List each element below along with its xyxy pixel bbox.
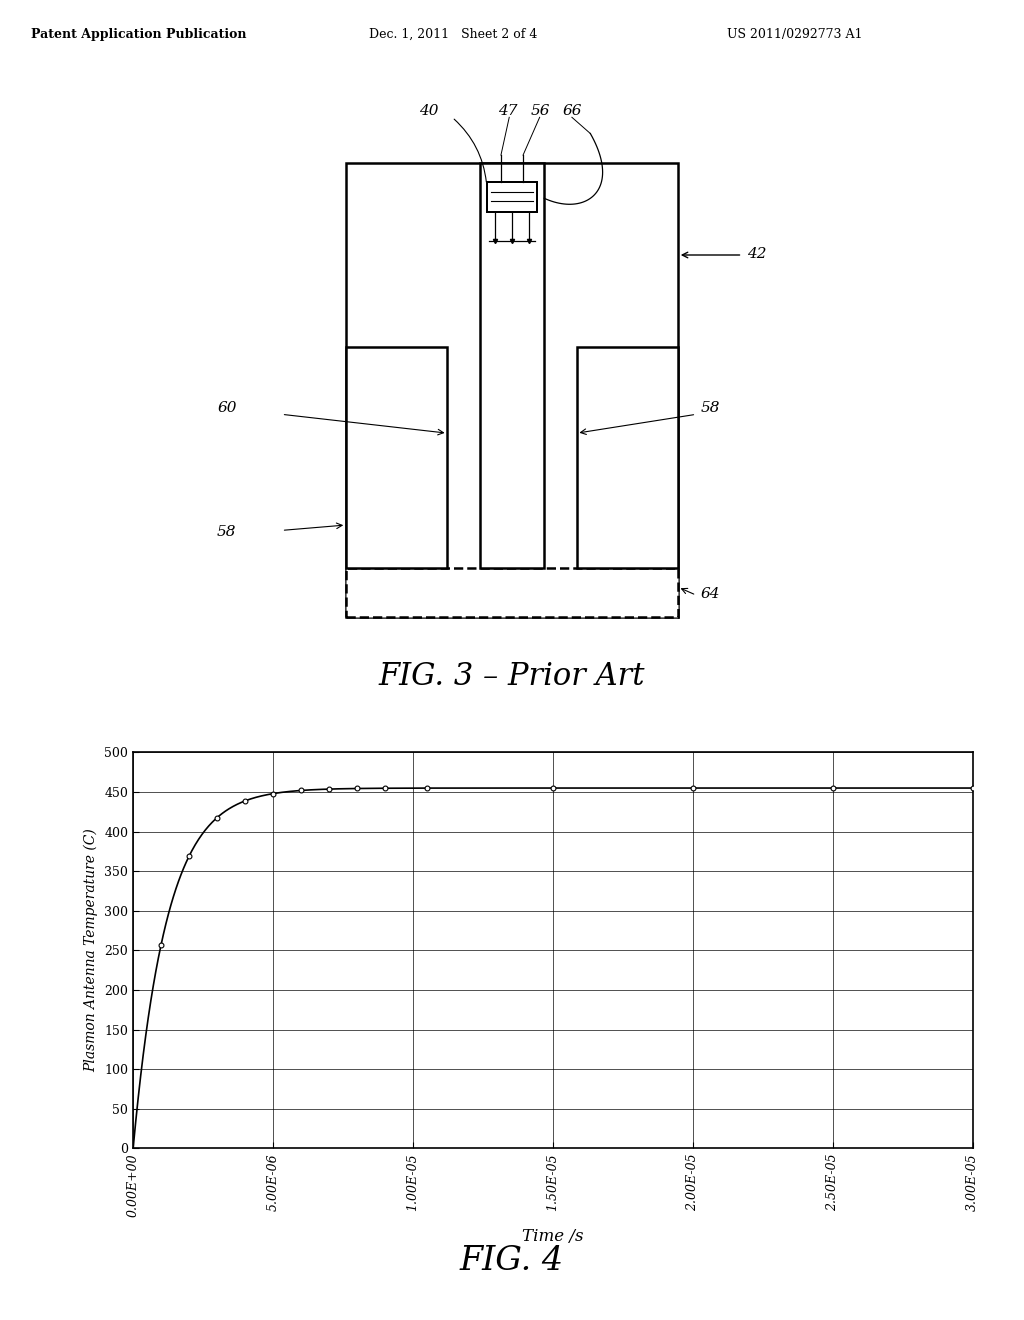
X-axis label: Time /s: Time /s <box>522 1228 584 1245</box>
Text: 64: 64 <box>701 587 721 601</box>
Text: US 2011/0292773 A1: US 2011/0292773 A1 <box>727 28 862 41</box>
Y-axis label: Plasmon Antenna Temperature (C): Plasmon Antenna Temperature (C) <box>84 829 98 1072</box>
Text: Patent Application Publication: Patent Application Publication <box>31 28 246 41</box>
Bar <box>577 347 678 568</box>
Text: 56: 56 <box>530 103 550 117</box>
Text: 47: 47 <box>498 103 518 117</box>
Text: 40: 40 <box>419 103 439 117</box>
Bar <box>480 164 545 568</box>
Text: 42: 42 <box>748 247 767 261</box>
Text: FIG. 4: FIG. 4 <box>460 1245 564 1276</box>
Bar <box>346 164 678 616</box>
Text: 58: 58 <box>701 400 721 414</box>
Text: Dec. 1, 2011   Sheet 2 of 4: Dec. 1, 2011 Sheet 2 of 4 <box>369 28 537 41</box>
Bar <box>346 347 447 568</box>
Bar <box>486 182 538 211</box>
Text: 58: 58 <box>217 525 237 539</box>
Text: 60: 60 <box>217 400 237 414</box>
Text: 66: 66 <box>563 103 583 117</box>
Bar <box>346 568 678 616</box>
Text: FIG. 3 – Prior Art: FIG. 3 – Prior Art <box>379 661 645 692</box>
